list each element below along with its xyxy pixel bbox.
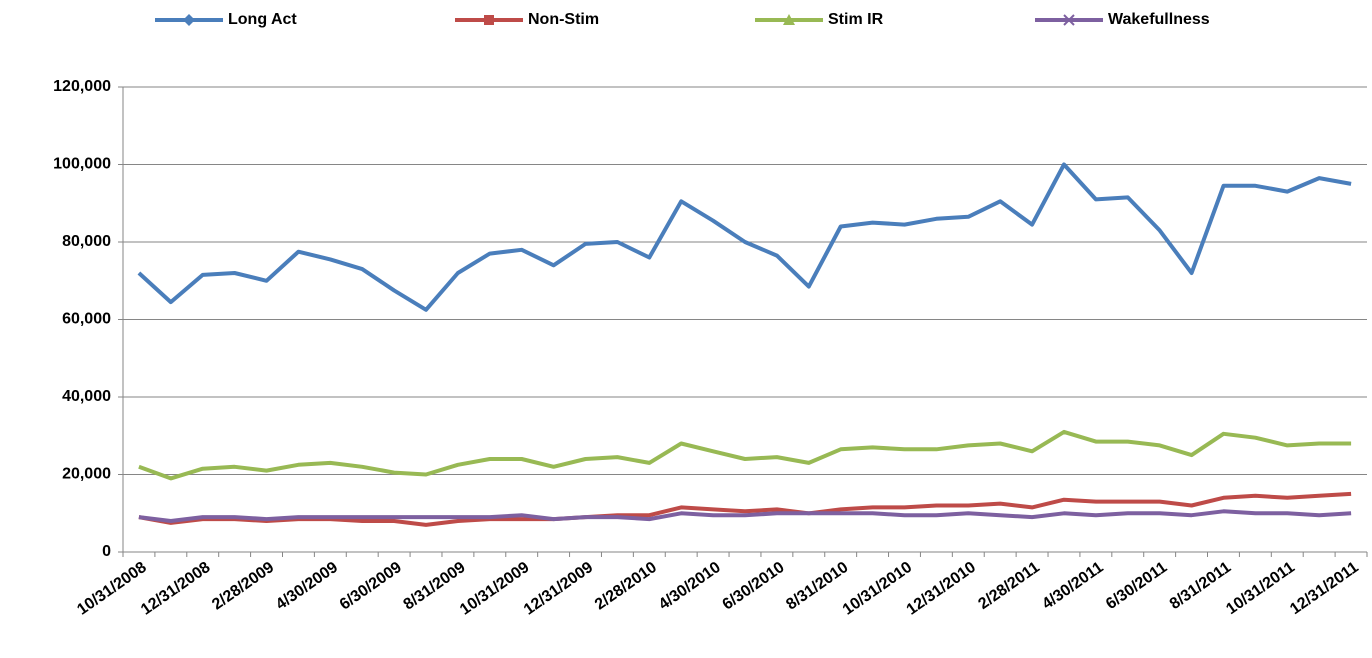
y-tick-label: 40,000 — [62, 388, 111, 405]
legend-marker — [1063, 14, 1075, 26]
y-tick-label: 0 — [102, 543, 111, 560]
legend-marker — [783, 14, 795, 25]
x-tick-label: 12/31/2010 — [904, 559, 979, 619]
x-tick-label: 2/28/2011 — [975, 559, 1042, 613]
series-line — [137, 162, 1352, 312]
legend-label: Wakefullness — [1108, 11, 1210, 28]
x-tick-label: 6/30/2010 — [720, 559, 788, 614]
x-tick-label: 6/30/2009 — [337, 559, 405, 614]
legend-label: Stim IR — [828, 11, 884, 28]
y-tick-label: 60,000 — [62, 311, 111, 328]
series-line — [138, 429, 1352, 481]
series-line — [138, 509, 1352, 523]
y-tick-label: 20,000 — [62, 466, 111, 483]
y-tick-label: 100,000 — [53, 156, 111, 173]
x-tick-label: 10/31/2008 — [74, 559, 149, 619]
legend-label: Long Act — [228, 11, 297, 28]
x-tick-label: 12/31/2009 — [521, 559, 596, 619]
series-line — [138, 491, 1352, 527]
x-tick-label: 10/31/2011 — [1223, 559, 1298, 618]
legend-label: Non-Stim — [528, 11, 599, 28]
x-tick-label: 12/31/2011 — [1287, 559, 1362, 618]
x-tick-label: 4/30/2009 — [273, 559, 341, 614]
x-tick-label: 4/30/2011 — [1039, 559, 1106, 613]
legend-marker — [183, 14, 195, 26]
x-tick-label: 10/31/2010 — [840, 559, 915, 619]
x-tick-label: 12/31/2008 — [138, 559, 213, 619]
y-tick-label: 120,000 — [53, 78, 111, 95]
x-tick-label: 4/30/2010 — [656, 559, 724, 614]
x-tick-label: 2/28/2010 — [592, 559, 660, 614]
legend-marker — [484, 15, 494, 25]
x-tick-label: 10/31/2009 — [457, 559, 532, 619]
y-tick-label: 80,000 — [62, 233, 111, 250]
x-tick-label: 2/28/2009 — [209, 559, 277, 614]
x-tick-label: 6/30/2011 — [1103, 559, 1170, 613]
